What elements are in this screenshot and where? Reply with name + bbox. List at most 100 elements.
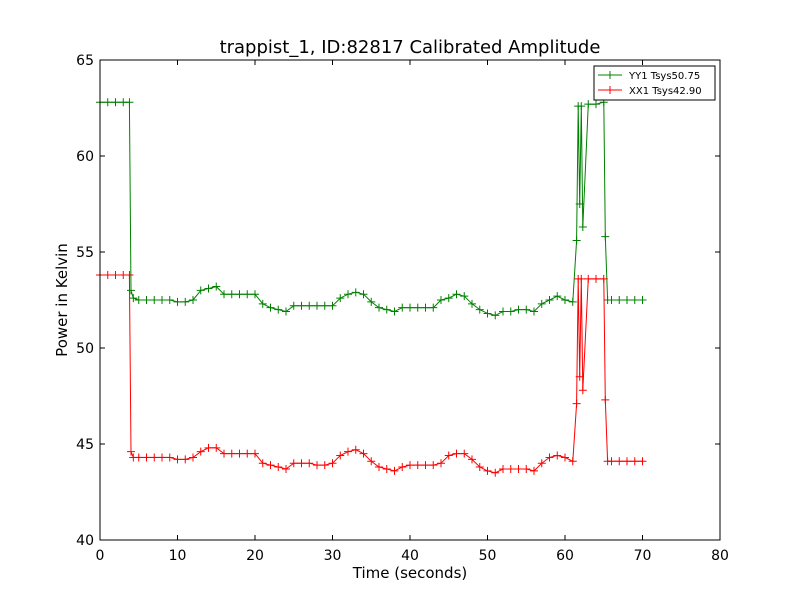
data-point — [452, 290, 461, 299]
x-axis-label: Time (seconds) — [352, 564, 468, 582]
data-point — [103, 271, 112, 280]
data-point — [127, 286, 135, 295]
data-point — [220, 290, 228, 299]
data-point — [437, 459, 445, 468]
x-tick-label: 80 — [711, 548, 729, 564]
data-point — [196, 447, 205, 456]
data-point — [212, 443, 221, 452]
data-point — [235, 449, 244, 458]
data-point — [577, 102, 586, 111]
data-point — [545, 453, 554, 462]
data-point — [243, 449, 252, 458]
data-point — [537, 299, 546, 308]
legend-marker — [606, 71, 614, 79]
data-point — [282, 464, 290, 473]
data-point — [165, 296, 174, 304]
data-point — [607, 296, 616, 304]
x-tick-label: 70 — [634, 548, 652, 564]
y-axis-label: Power in Kelvin — [53, 243, 71, 357]
data-point — [572, 236, 581, 245]
data-point — [592, 274, 600, 283]
chart-title: trappist_1, ID:82817 Calibrated Amplitud… — [220, 37, 601, 58]
legend-box — [593, 65, 716, 101]
data-point — [328, 459, 337, 468]
data-point — [351, 288, 360, 297]
data-point — [607, 457, 616, 466]
data-point — [181, 297, 190, 306]
data-point — [499, 307, 507, 316]
data-point — [421, 303, 430, 312]
data-point — [491, 311, 500, 320]
data-point — [134, 453, 143, 462]
data-point — [460, 292, 469, 301]
data-point — [227, 290, 236, 299]
data-point — [468, 455, 476, 464]
x-tick-label: 60 — [556, 548, 574, 564]
x-tick-label: 30 — [324, 548, 342, 564]
data-point — [297, 301, 306, 310]
data-point — [181, 455, 190, 464]
data-point — [173, 455, 182, 464]
data-point — [173, 297, 182, 306]
data-point — [390, 466, 399, 475]
data-point — [359, 449, 368, 458]
data-point — [413, 303, 422, 312]
data-point — [514, 464, 523, 473]
y-tick-label: 50 — [76, 341, 94, 357]
data-point — [382, 464, 391, 473]
data-point — [475, 463, 484, 472]
data-point — [522, 305, 531, 314]
data-point — [575, 372, 584, 381]
data-point — [577, 274, 586, 283]
data-point — [630, 457, 639, 466]
plot-frame — [99, 59, 721, 541]
data-point — [390, 307, 399, 316]
data-point — [351, 445, 360, 454]
data-point — [375, 303, 383, 312]
data-point — [158, 453, 166, 462]
data-point — [336, 294, 345, 303]
data-point — [506, 307, 515, 316]
data-point — [561, 453, 569, 462]
data-point — [274, 305, 283, 314]
data-point — [572, 399, 581, 408]
data-point — [111, 271, 120, 280]
data-point — [601, 232, 610, 241]
data-point — [251, 290, 259, 299]
data-point — [460, 449, 469, 458]
data-point — [553, 292, 562, 301]
y-tick-label: 60 — [76, 149, 94, 165]
data-point — [274, 463, 283, 472]
data-point — [125, 98, 134, 107]
x-tick-label: 50 — [479, 548, 497, 564]
data-point — [584, 274, 593, 283]
data-point — [367, 297, 376, 306]
data-point — [522, 464, 531, 473]
data-point — [545, 296, 554, 304]
data-point — [220, 449, 228, 458]
data-point — [382, 305, 391, 314]
data-point — [328, 301, 337, 310]
data-point — [452, 449, 461, 458]
data-point — [196, 286, 205, 295]
data-point — [630, 296, 639, 304]
plot-series — [96, 98, 647, 477]
data-point — [251, 449, 259, 458]
data-point — [578, 223, 587, 232]
data-point — [243, 290, 252, 299]
data-point — [623, 296, 631, 304]
data-point — [375, 463, 383, 472]
legend: YY1 Tsys50.75 XX1 Tsys42.90 — [593, 65, 716, 101]
y-tick-label: 45 — [76, 437, 94, 453]
data-point — [468, 299, 476, 308]
data-point — [344, 290, 352, 299]
data-point — [623, 457, 631, 466]
data-point — [638, 457, 647, 466]
data-point — [406, 461, 414, 470]
data-point — [134, 296, 143, 304]
data-point — [491, 468, 500, 477]
data-point — [638, 296, 647, 304]
data-point — [235, 290, 244, 299]
data-point — [266, 461, 275, 470]
